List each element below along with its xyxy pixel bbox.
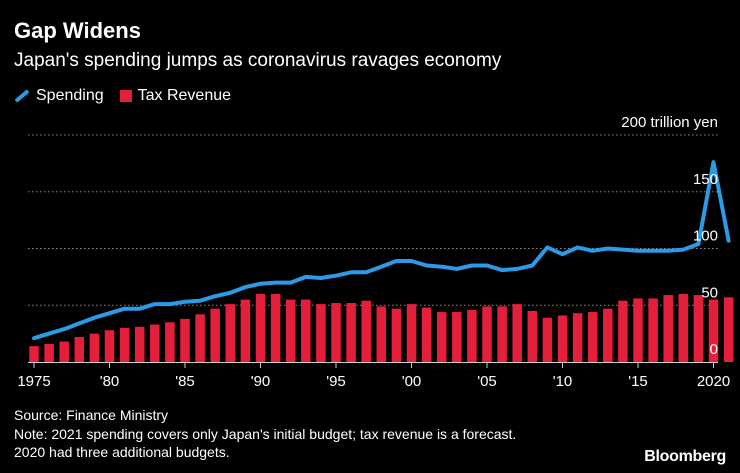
tax-revenue-bar [225,304,236,362]
tax-revenue-bar [301,299,311,362]
tax-revenue-bar [150,324,160,362]
tax-revenue-bar [195,314,205,362]
tax-revenue-bar [180,318,190,362]
chart-subtitle: Japan's spending jumps as coronavirus ra… [14,50,502,71]
x-tick-label: '95 [326,373,346,390]
tax-revenue-bar [708,299,719,362]
tax-revenue-bar [618,300,628,362]
legend: Spending Tax Revenue [14,87,247,105]
tax-revenue-bar [542,317,553,362]
x-tick-label: '00 [402,373,422,390]
tax-revenue-bar [134,326,145,362]
x-tick-label: '80 [100,373,120,390]
x-tick-label: '15 [628,373,648,390]
tax-revenue-bar [436,312,447,362]
y-tick-label: 200 trillion yen [621,114,718,131]
x-tick-label: 1975 [17,373,50,390]
y-tick-label: 150 [693,171,718,188]
gridlines [28,134,718,306]
tax-revenue-bar [255,293,266,362]
legend-item-spending: Spending [14,87,104,105]
tax-revenue-bar [391,308,402,362]
tax-revenue-bar [316,304,326,362]
tax-revenue-bar [376,306,387,362]
x-tick-label: '05 [477,373,497,390]
tax-revenue-bar [210,308,220,362]
tax-revenue-bar [557,315,568,362]
tax-revenue-bar [452,312,462,362]
tax-revenue-bar [406,304,417,362]
tax-revenue-bar [512,304,522,362]
chart-title: Gap Widens [14,18,141,43]
y-axis-labels: 0 50 100 150 200 trillion yen [621,114,718,358]
tax-revenue-bar [331,302,341,362]
tax-revenue-bar [104,330,115,362]
tax-revenue-bar [693,295,704,362]
y-tick-label: 50 [701,284,718,301]
tax-revenue-bar [678,293,689,362]
tax-revenue-bar [74,337,85,362]
tax-revenue-bar [572,313,583,362]
tax-revenue-bar [603,308,613,362]
tax-revenue-bars [29,293,734,362]
tax-revenue-bar [119,327,130,362]
tax-revenue-bar [346,302,356,362]
x-tick-label: 2020 [697,373,730,390]
tax-revenue-bar [467,309,477,362]
tax-revenue-bar [527,310,538,362]
spending-line [32,160,731,341]
tax-revenue-bar [482,306,492,362]
tax-revenue-bar [648,298,658,362]
tax-revenue-bar [587,312,598,362]
tax-revenue-bar [165,322,175,362]
y-tick-label: 0 [710,341,718,358]
legend-spending-label: Spending [36,87,104,104]
tax-bar-icon [119,90,132,102]
tax-revenue-bar [270,293,281,362]
footnote-line-1: Note: 2021 spending covers only Japan's … [14,426,517,442]
tax-revenue-bar [633,298,643,362]
spending-line-layer [32,160,731,341]
tax-revenue-bar [663,295,673,362]
bloomberg-logo: Bloomberg [644,448,726,465]
legend-tax-label: Tax Revenue [137,87,232,104]
chart-plot: 0 50 100 150 200 trillion yen 1975 '80 '85 '90 '… [17,114,734,390]
tax-revenue-bar [29,346,39,362]
tax-revenue-bar [421,307,432,362]
footnote-line-2: 2020 had three additional budgets. [14,444,230,460]
tax-revenue-bar [723,297,734,362]
tax-revenue-bar [285,299,296,362]
y-tick-label: 100 [693,228,718,245]
x-tick-label: '85 [175,373,195,390]
x-tick-label: '90 [251,373,271,390]
x-tick-label: '10 [553,373,573,390]
tax-revenue-bar [59,341,69,362]
legend-item-tax: Tax Revenue [119,87,232,105]
x-axis: 1975 '80 '85 '90 '95 '00 '05 '10 '15 2020 [17,362,730,390]
tax-revenue-bar [44,343,54,362]
tax-revenue-bar [497,306,507,362]
tax-revenue-bar [240,299,251,362]
source-note: Source: Finance Ministry [14,407,169,423]
tax-revenue-bar [89,333,100,362]
tax-revenue-bar [361,300,371,362]
